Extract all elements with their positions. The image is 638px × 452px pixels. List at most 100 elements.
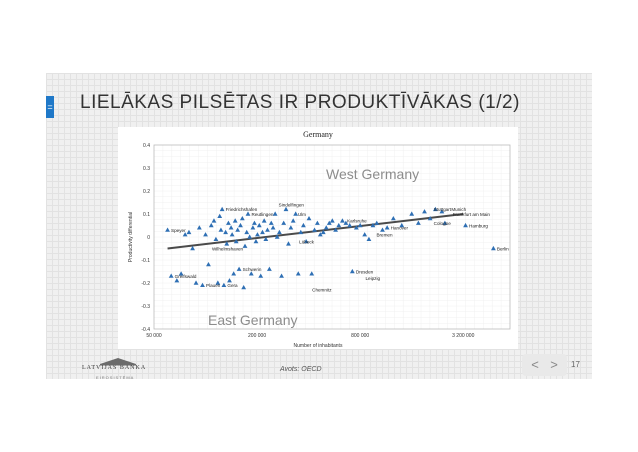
y-tick-label: -0.1: [141, 258, 150, 264]
data-point: [203, 232, 208, 237]
data-point: [255, 232, 260, 237]
data-point: [326, 220, 332, 225]
scatter-chart: Germany 0.4 0.3 0.2 0.1 0 -0.1 -0.2 -0.3 -0.450 …: [128, 130, 511, 349]
data-point: [290, 218, 296, 223]
data-point: [233, 239, 239, 244]
y-tick-label: -0.2: [141, 281, 150, 287]
point-label: Lübeck: [299, 239, 315, 244]
chevron-left-icon: <: [531, 357, 539, 372]
source-note: Avots: OECD: [280, 366, 322, 373]
data-point: [370, 222, 376, 228]
data-point: [245, 211, 251, 216]
data-point: [252, 220, 257, 225]
data-point: [231, 271, 237, 276]
data-point: [263, 236, 269, 241]
point-label: Bremen: [376, 233, 393, 238]
x-tick-label: 200 000: [248, 333, 266, 339]
point-label: Dresden: [356, 269, 374, 274]
data-point: [298, 229, 304, 235]
point-label: Wilhelmshaven: [212, 246, 244, 251]
data-point: [229, 232, 235, 237]
point-labels: Speyer Greifswald Plauen Gera Wilhelmshaven F…: [171, 203, 509, 293]
data-point: [217, 213, 223, 218]
data-point: [366, 236, 372, 241]
data-point: [256, 222, 262, 228]
data-point: [232, 218, 238, 223]
data-points: [165, 206, 496, 290]
bank-building-logo: [100, 358, 136, 366]
data-point: [211, 218, 217, 223]
data-point: [442, 220, 448, 225]
data-point: [168, 273, 174, 278]
point-label: Gera: [227, 283, 238, 288]
point-label: Stuttgart: [434, 207, 452, 212]
data-point: [178, 271, 184, 276]
x-tick-label: 50 000: [146, 333, 162, 339]
axis-ticks: 0.4 0.3 0.2 0.1 0 -0.1 -0.2 -0.3 -0.450 000 200 0…: [141, 143, 474, 339]
data-point: [190, 245, 195, 251]
data-point: [281, 220, 287, 225]
y-tick-label: 0: [147, 235, 150, 241]
data-point: [362, 232, 368, 237]
data-point: [357, 222, 363, 228]
data-point: [349, 268, 355, 274]
chart-panel: Germany 0.4 0.3 0.2 0.1 0 -0.1 -0.2 -0.3 -0.4 50 …: [118, 127, 518, 349]
data-point: [317, 232, 323, 237]
data-point: [266, 266, 272, 271]
grid: [154, 145, 510, 329]
point-label: Munich: [451, 207, 466, 212]
point-label: Chemnitz: [312, 288, 332, 293]
data-point: [258, 273, 264, 278]
data-point: [277, 229, 282, 235]
data-point: [221, 282, 227, 287]
point-label: Ulm: [298, 212, 306, 217]
data-point: [409, 211, 415, 216]
data-point: [274, 234, 280, 239]
data-point: [283, 206, 289, 212]
y-tick-label: -0.3: [141, 304, 150, 310]
data-point: [236, 266, 242, 271]
point-label: Speyer: [171, 228, 186, 233]
menu-tab[interactable]: =: [46, 96, 54, 118]
point-label: Hamburg: [469, 223, 488, 228]
data-point: [196, 225, 202, 230]
data-point: [295, 271, 301, 276]
data-point: [384, 225, 390, 230]
data-point: [314, 220, 320, 225]
data-point: [242, 243, 248, 248]
data-point: [399, 222, 405, 228]
y-tick-label: 0.2: [143, 189, 150, 195]
data-point: [333, 227, 339, 232]
y-axis-label: Productivity differential: [128, 212, 134, 262]
data-point: [238, 222, 243, 228]
data-point: [165, 227, 170, 232]
point-label: Friedrichshafen: [226, 207, 258, 212]
data-point: [309, 271, 315, 276]
point-label: Reutlingen: [252, 212, 274, 217]
data-point: [293, 211, 299, 216]
data-point: [380, 227, 385, 232]
data-point: [415, 220, 421, 225]
y-tick-label: -0.4: [141, 327, 150, 333]
data-point: [323, 225, 329, 230]
data-point: [303, 239, 309, 244]
y-tick-label: 0.3: [143, 166, 150, 172]
point-label: Frankfurt am Main: [453, 212, 491, 217]
data-point: [329, 218, 335, 223]
next-slide-button[interactable]: >: [541, 354, 567, 376]
data-point: [182, 232, 188, 237]
data-point: [422, 209, 427, 214]
data-point: [353, 225, 359, 230]
point-label: Sindelfingen: [279, 203, 305, 208]
chevron-right-icon: >: [550, 357, 558, 372]
data-point: [215, 280, 221, 285]
data-point: [336, 222, 342, 228]
data-point: [265, 227, 270, 232]
data-point: [343, 220, 349, 225]
data-point: [272, 211, 278, 216]
data-point: [288, 225, 294, 230]
point-label: Hanover: [391, 226, 409, 231]
point-label: Leipzig: [366, 276, 381, 281]
logo-subline: EIROSISTĒMA: [96, 375, 135, 380]
point-label: Schwerin: [243, 267, 262, 272]
